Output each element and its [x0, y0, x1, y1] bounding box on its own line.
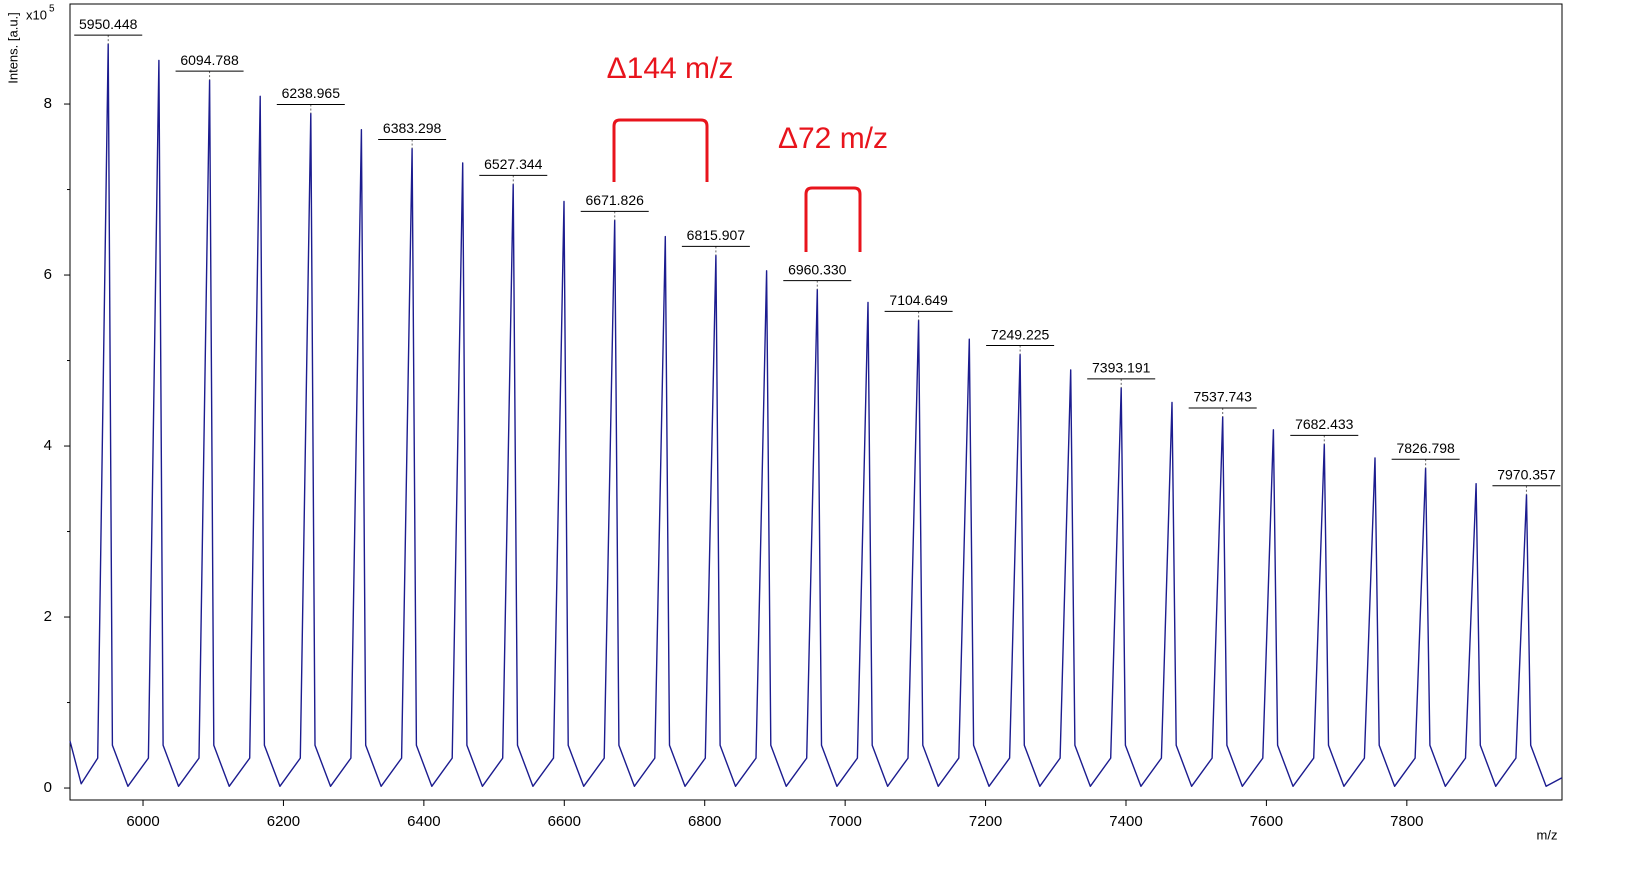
peak-label: 5950.448: [79, 16, 138, 32]
y-exponent: 5: [49, 4, 55, 15]
peak-label: 7537.743: [1193, 389, 1252, 405]
y-tick-label: 6: [44, 266, 52, 283]
peak-label: 7393.191: [1092, 360, 1151, 376]
x-tick-label: 7400: [1109, 813, 1142, 830]
x-tick-label: 7000: [828, 813, 861, 830]
peak-label: 6671.826: [586, 192, 645, 208]
x-tick-label: 6800: [688, 813, 721, 830]
annotation: Δ72 m/z: [778, 122, 888, 155]
y-tick-label: 2: [44, 608, 52, 625]
peak-label: 7970.357: [1497, 466, 1556, 482]
peak-label: 7104.649: [889, 292, 948, 308]
x-axis-title: m/z: [1537, 827, 1558, 842]
peak-label: 7826.798: [1396, 440, 1455, 456]
x-tick-label: 6400: [407, 813, 440, 830]
peak-label: 6815.907: [687, 227, 746, 243]
peak-label: 6960.330: [788, 261, 847, 277]
peak-label: 6527.344: [484, 156, 543, 172]
x-tick-label: 7800: [1390, 813, 1423, 830]
x-tick-label: 7600: [1250, 813, 1283, 830]
x-tick-label: 6000: [126, 813, 159, 830]
plot-frame: [69, 3, 1563, 801]
annotation: Δ144 m/z: [607, 52, 734, 85]
peak-label: 6238.965: [282, 85, 341, 101]
spectrum-line: [69, 43, 1563, 787]
y-tick-label: 8: [44, 95, 52, 112]
x-tick-label: 6600: [548, 813, 581, 830]
bracket: [612, 118, 709, 182]
peak-label: 6383.298: [383, 120, 442, 136]
x-tick-label: 6200: [267, 813, 300, 830]
y-axis-title: Intens. [a.u.]: [5, 12, 20, 84]
peak-label: 6094.788: [180, 52, 239, 68]
peak-label: 7682.433: [1295, 416, 1354, 432]
bracket: [804, 186, 862, 252]
x-tick-label: 7200: [969, 813, 1002, 830]
y-multiplier: x10: [26, 7, 47, 22]
peak-label: 7249.225: [991, 326, 1050, 342]
y-tick-label: 4: [44, 437, 52, 454]
y-tick-label: 0: [44, 779, 52, 796]
